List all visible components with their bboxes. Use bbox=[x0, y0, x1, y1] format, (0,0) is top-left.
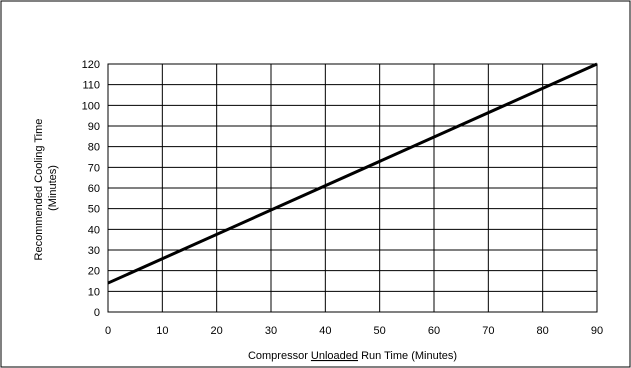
y-tick-label: 0 bbox=[94, 307, 100, 319]
y-axis-title: Recommended Cooling Time (Minutes) bbox=[33, 116, 59, 261]
y-tick-label: 120 bbox=[82, 59, 100, 71]
x-axis-title: Compressor Unloaded Run Time (Minutes) bbox=[248, 350, 457, 362]
x-tick-label: 70 bbox=[482, 325, 494, 337]
x-tick-label: 50 bbox=[374, 325, 386, 337]
y-tick-label: 70 bbox=[88, 162, 100, 174]
y-tick-label: 50 bbox=[88, 204, 100, 216]
y-tick-label: 80 bbox=[88, 142, 100, 154]
x-tick-label: 30 bbox=[265, 325, 277, 337]
y-axis-ticks: 0 10 20 30 40 50 60 70 80 90 100 110 120 bbox=[82, 59, 100, 319]
y-axis-title-line1: Recommended Cooling Time bbox=[33, 119, 45, 261]
y-tick-label: 60 bbox=[88, 183, 100, 195]
x-axis-ticks: 0 10 20 30 40 50 60 70 80 90 bbox=[105, 325, 603, 337]
x-axis-title-pre: Compressor bbox=[248, 350, 311, 362]
y-tick-label: 40 bbox=[88, 224, 100, 236]
y-tick-label: 20 bbox=[88, 266, 100, 278]
y-axis-title-line2: (Minutes) bbox=[47, 165, 59, 211]
x-axis-title-underlined: Unloaded bbox=[311, 350, 358, 362]
plot-area bbox=[107, 63, 598, 313]
series-group bbox=[107, 62, 598, 285]
y-tick-label: 30 bbox=[88, 245, 100, 257]
x-tick-label: 10 bbox=[156, 325, 168, 337]
x-axis-title-post: Run Time (Minutes) bbox=[358, 350, 457, 362]
y-tick-label: 100 bbox=[82, 100, 100, 112]
y-tick-label: 110 bbox=[82, 80, 100, 92]
x-tick-label: 20 bbox=[211, 325, 223, 337]
y-tick-label: 90 bbox=[88, 121, 100, 133]
x-tick-label: 60 bbox=[428, 325, 440, 337]
series-line bbox=[107, 62, 598, 285]
x-tick-label: 0 bbox=[105, 325, 111, 337]
y-tick-label: 10 bbox=[88, 286, 100, 298]
x-tick-label: 40 bbox=[319, 325, 331, 337]
x-tick-label: 90 bbox=[591, 325, 603, 337]
x-tick-label: 80 bbox=[537, 325, 549, 337]
